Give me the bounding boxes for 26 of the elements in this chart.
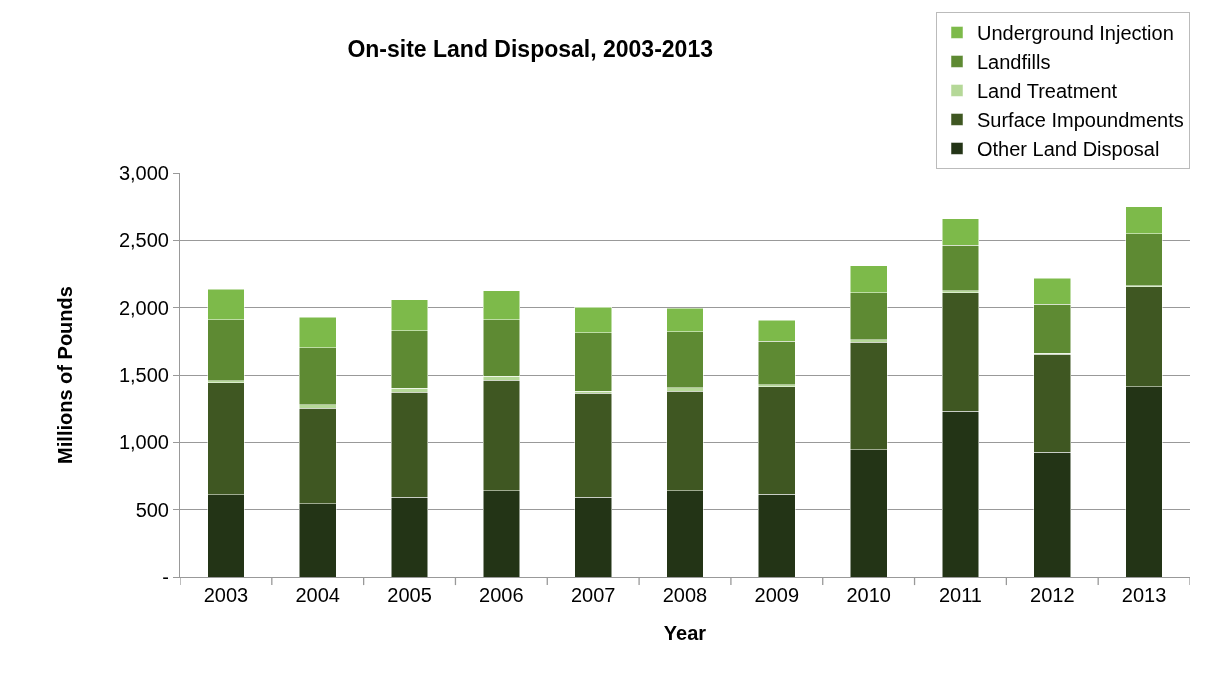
x-tick-label: 2010: [846, 584, 891, 606]
y-tick-label: 1,500: [118, 364, 169, 386]
y-tick-label: 1,000: [118, 431, 169, 454]
y-tick-label: 500: [135, 498, 169, 521]
x-tick-label: 2012: [1030, 584, 1075, 606]
x-axis-title: Year: [663, 621, 707, 644]
chart-title: On-site Land Disposal, 2003-2013: [347, 35, 713, 62]
y-axis-title: Millions of Pounds: [54, 286, 77, 464]
y-tick-label: 2,500: [118, 229, 169, 252]
x-tick-label: 2008: [662, 584, 708, 606]
legend-label: Land Treatment: [977, 80, 1118, 103]
x-tick-label: 2004: [295, 584, 340, 606]
legend-label: Surface Impoundments: [977, 109, 1184, 132]
y-tick-label: 3,000: [118, 162, 169, 184]
legend-label: Landfills: [977, 51, 1051, 74]
x-tick-label: 2006: [479, 584, 524, 606]
x-tick-label: 2005: [387, 584, 432, 606]
x-tick-label: 2003: [203, 584, 249, 606]
legend-label: Underground Injection: [977, 22, 1174, 45]
legend-label: Other Land Disposal: [977, 138, 1160, 161]
x-tick-label: 2011: [938, 584, 982, 606]
x-tick-label: 2007: [570, 584, 616, 606]
y-tick-label: 2,000: [118, 296, 169, 319]
x-tick-label: 2013: [1121, 584, 1167, 606]
y-tick-label: -: [162, 566, 169, 588]
x-tick-label: 2009: [754, 584, 800, 606]
